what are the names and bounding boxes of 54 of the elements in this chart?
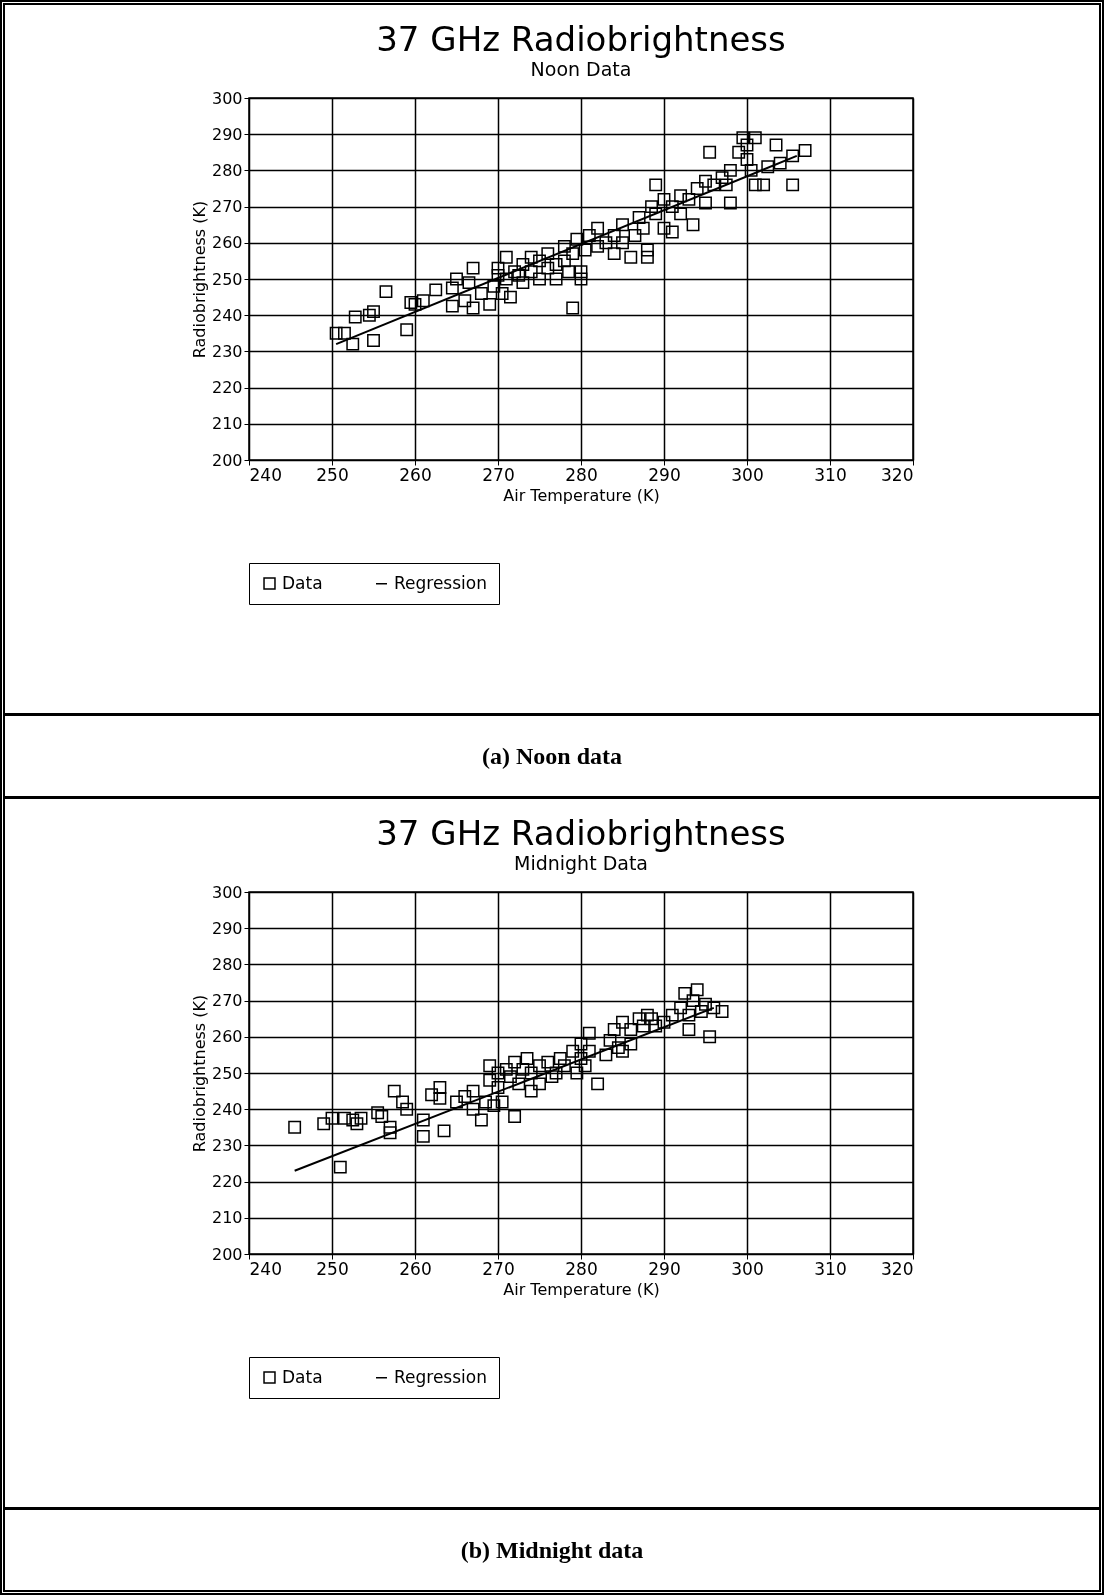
- chart-title: 37 GHz Radiobrightness: [375, 19, 786, 59]
- y-tick-label: 220: [211, 378, 242, 398]
- legend-label: Regression: [393, 572, 487, 593]
- x-tick-label: 320: [880, 464, 913, 485]
- y-tick-label: 260: [211, 1027, 242, 1047]
- x-tick-label: 260: [398, 1258, 432, 1279]
- legend-label: Data: [281, 572, 323, 593]
- x-tick-label: 300: [730, 464, 764, 485]
- x-tick-label: 270: [481, 464, 515, 485]
- y-tick-label: 200: [211, 450, 242, 470]
- x-tick-label: 290: [647, 464, 681, 485]
- x-axis-title: Air Temperature (K): [502, 485, 660, 505]
- x-tick-label: 310: [813, 1258, 847, 1279]
- x-tick-label: 280: [564, 464, 598, 485]
- y-tick-label: 230: [211, 1135, 242, 1155]
- y-tick-label: 250: [211, 1063, 242, 1083]
- y-tick-label: 250: [211, 269, 242, 289]
- x-tick-label: 270: [481, 1258, 515, 1279]
- y-axis-title: Radiobrightness (K): [189, 994, 209, 1153]
- text: (b) Midnight data: [5, 1507, 1099, 1590]
- chart-subtitle: Noon Data: [530, 58, 631, 80]
- x-tick-label: 240: [249, 464, 282, 485]
- x-tick-label: 240: [249, 1258, 282, 1279]
- x-tick-label: 250: [315, 1258, 349, 1279]
- y-tick-label: 230: [211, 341, 242, 361]
- y-tick-label: 210: [211, 414, 242, 434]
- x-axis-title: Air Temperature (K): [502, 1279, 660, 1299]
- x-tick-label: 300: [730, 1258, 764, 1279]
- x-tick-label: 310: [813, 464, 847, 485]
- x-tick-label: 280: [564, 1258, 598, 1279]
- y-tick-label: 270: [211, 991, 242, 1011]
- y-tick-label: 210: [211, 1208, 242, 1228]
- y-axis-title: Radiobrightness (K): [189, 200, 209, 359]
- x-tick-label: 290: [647, 1258, 681, 1279]
- legend-label: Data: [281, 1366, 323, 1387]
- x-tick-label: 320: [880, 1258, 913, 1279]
- chart-title: 37 GHz Radiobrightness: [375, 813, 786, 853]
- y-tick-label: 300: [211, 88, 242, 108]
- y-tick-label: 260: [211, 233, 242, 253]
- x-tick-label: 260: [398, 464, 432, 485]
- y-tick-label: 200: [211, 1244, 242, 1264]
- y-tick-label: 300: [211, 882, 242, 902]
- chart-subtitle: Midnight Data: [513, 852, 648, 874]
- y-tick-label: 240: [211, 305, 242, 325]
- y-tick-label: 290: [211, 918, 242, 938]
- y-tick-label: 280: [211, 954, 242, 974]
- y-tick-label: 220: [211, 1172, 242, 1192]
- y-tick-label: 240: [211, 1099, 242, 1119]
- y-tick-label: 290: [211, 124, 242, 144]
- y-tick-label: 280: [211, 160, 242, 180]
- y-tick-label: 270: [211, 197, 242, 217]
- x-tick-label: 250: [315, 464, 349, 485]
- legend-label: Regression: [393, 1366, 487, 1387]
- text: (a) Noon data: [5, 713, 1099, 796]
